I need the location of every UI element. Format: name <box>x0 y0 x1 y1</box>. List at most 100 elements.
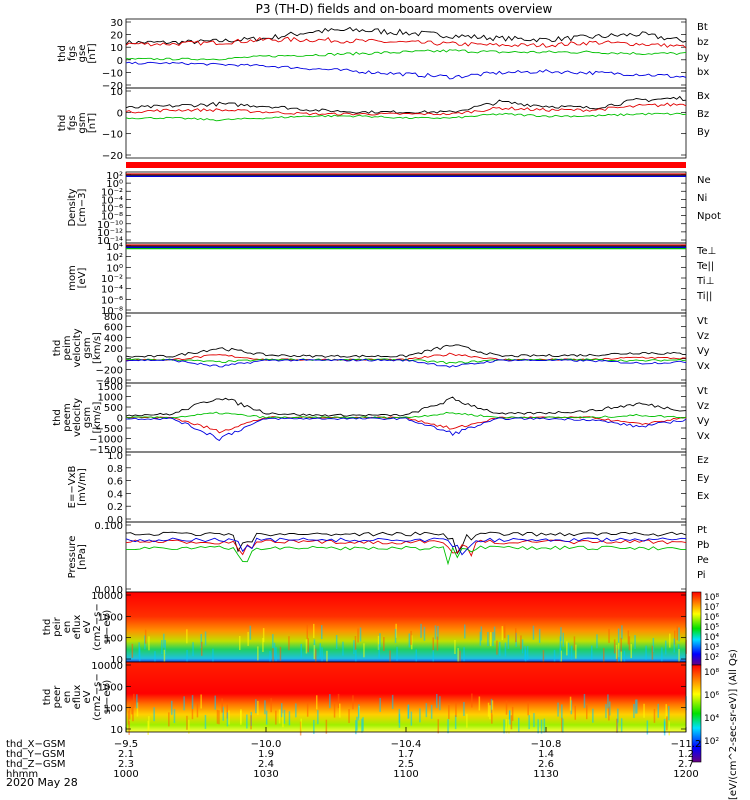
spectrogram-streak <box>144 635 146 650</box>
spectrogram-streak <box>447 719 449 734</box>
spectrogram-streak <box>257 700 259 715</box>
spectrogram-streak <box>628 636 631 651</box>
spectrogram-streak <box>212 648 214 663</box>
spectrogram-streak <box>570 700 573 715</box>
spectrogram-streak <box>605 704 607 719</box>
spectrogram-streak <box>321 625 323 640</box>
y-axis-label: thd <box>57 45 68 62</box>
y-axis-label: [nT] <box>87 43 98 63</box>
colorbar-top <box>691 591 702 666</box>
spectrogram-streak <box>620 718 623 733</box>
y-tick-label: 0.100 <box>94 521 123 532</box>
spectrogram-streak <box>575 644 577 659</box>
y-tick-label: 10 <box>110 725 123 736</box>
y-tick-label: 10⁻¹⁴ <box>97 236 123 247</box>
spectrogram-streak <box>269 650 271 665</box>
y-axis-label: eflux <box>72 685 83 710</box>
spectrogram-streak <box>257 646 259 661</box>
plot-title: P3 (TH-D) fields and on-board moments ov… <box>256 2 553 16</box>
y-tick-label: 800 <box>104 312 123 323</box>
series-Vy <box>125 411 687 419</box>
spectrogram-streak <box>354 636 357 650</box>
spectrogram-streak <box>454 715 457 730</box>
spectrogram-streak <box>574 705 576 720</box>
spectrogram-streak <box>607 694 609 709</box>
series-bz <box>125 36 687 49</box>
spectrogram-streak <box>657 703 659 718</box>
spectrogram-streak <box>131 643 134 658</box>
spectrogram-streak <box>262 628 265 643</box>
y-axis-label: [nPa] <box>77 544 88 570</box>
spectrogram-streak <box>635 699 637 714</box>
spectrogram-streak <box>666 716 668 731</box>
spectrogram-streak <box>621 625 623 640</box>
spectrogram-streak <box>379 633 381 648</box>
legend-Te⊥: Te⊥ <box>696 246 716 257</box>
spectrogram-streak <box>204 631 207 646</box>
y-tick-label: 1.0 <box>107 451 123 462</box>
spectrogram-streak <box>398 708 401 723</box>
spectrogram-streak <box>419 708 421 723</box>
spectrogram-streak <box>163 633 165 648</box>
legend-Vt: Vt <box>697 316 708 327</box>
x-tick-label: 2.7 <box>678 759 694 770</box>
spectrogram-streak <box>275 647 277 662</box>
spectrogram-streak <box>128 705 131 720</box>
legend-Ez: Ez <box>697 455 709 466</box>
colorbar-tick: 10⁸ <box>704 668 719 678</box>
spectrogram-streak <box>295 703 297 718</box>
y-tick-label: −400 <box>96 376 123 387</box>
spectrogram-streak <box>131 700 133 715</box>
y-tick-label: −200 <box>96 365 123 376</box>
y-tick-label: 400 <box>104 333 123 344</box>
spectrogram-streak <box>463 702 465 716</box>
spectrogram-streak <box>136 702 139 717</box>
spectrogram-streak <box>651 645 654 660</box>
spectrogram-streak <box>136 694 138 709</box>
spectrogram-streak <box>508 719 510 734</box>
x-tick-label: 2.4 <box>258 759 274 770</box>
y-axis-label: velocity <box>72 328 83 367</box>
x-tick-label: −10.0 <box>251 739 282 750</box>
y-tick-label: 1000 <box>98 612 123 623</box>
legend-Ne: Ne <box>697 175 711 186</box>
spectrogram-streak <box>300 644 302 658</box>
spectrogram-streak <box>272 648 274 663</box>
x-tick-label: −10.8 <box>531 739 562 750</box>
y-axis-label: mom <box>67 265 78 291</box>
y-tick-label: 10⁴ <box>106 242 123 253</box>
spectrogram-streak <box>583 694 586 708</box>
spectrogram-streak <box>186 649 188 664</box>
spectrogram-streak <box>173 709 176 724</box>
spectrogram-streak <box>222 706 224 721</box>
spectrogram-streak <box>133 693 135 708</box>
y-tick-label: 10⁻⁸ <box>101 212 123 223</box>
spectrogram-streak <box>518 717 520 732</box>
spectrogram-streak <box>272 634 274 649</box>
spectrogram-streak <box>515 628 517 643</box>
x-tick-label: 1.2 <box>678 749 694 760</box>
colorbar-tick: 10⁶ <box>704 613 719 623</box>
x-tick-label: 1030 <box>253 769 278 780</box>
y-tick-label: −10 <box>102 130 123 141</box>
y-tick-label: 10⁻⁶ <box>101 295 123 306</box>
colorbar-tick: 10⁴ <box>704 633 719 643</box>
spectrogram-streak <box>394 628 397 643</box>
x-tick-label: −9.5 <box>114 739 138 750</box>
spectrogram-streak <box>436 636 439 651</box>
y-tick-label: 600 <box>104 323 123 334</box>
spectrogram-streak <box>275 710 277 725</box>
spectrogram-streak <box>313 645 316 660</box>
panel-frame <box>125 451 687 523</box>
y-axis-label: sr−eV) <box>102 680 113 715</box>
spectrogram-streak <box>138 642 140 657</box>
spectrogram-streak <box>313 719 315 734</box>
y-tick-label: 10⁻² <box>101 274 123 285</box>
y-axis-label: thd <box>52 340 63 357</box>
y-tick-label: 10⁻¹⁰ <box>97 220 123 231</box>
spectrogram-streak <box>329 694 331 709</box>
y-tick-label: 0.2 <box>107 502 123 513</box>
spectrogram-streak <box>463 647 465 662</box>
spectrogram-streak <box>325 719 328 734</box>
